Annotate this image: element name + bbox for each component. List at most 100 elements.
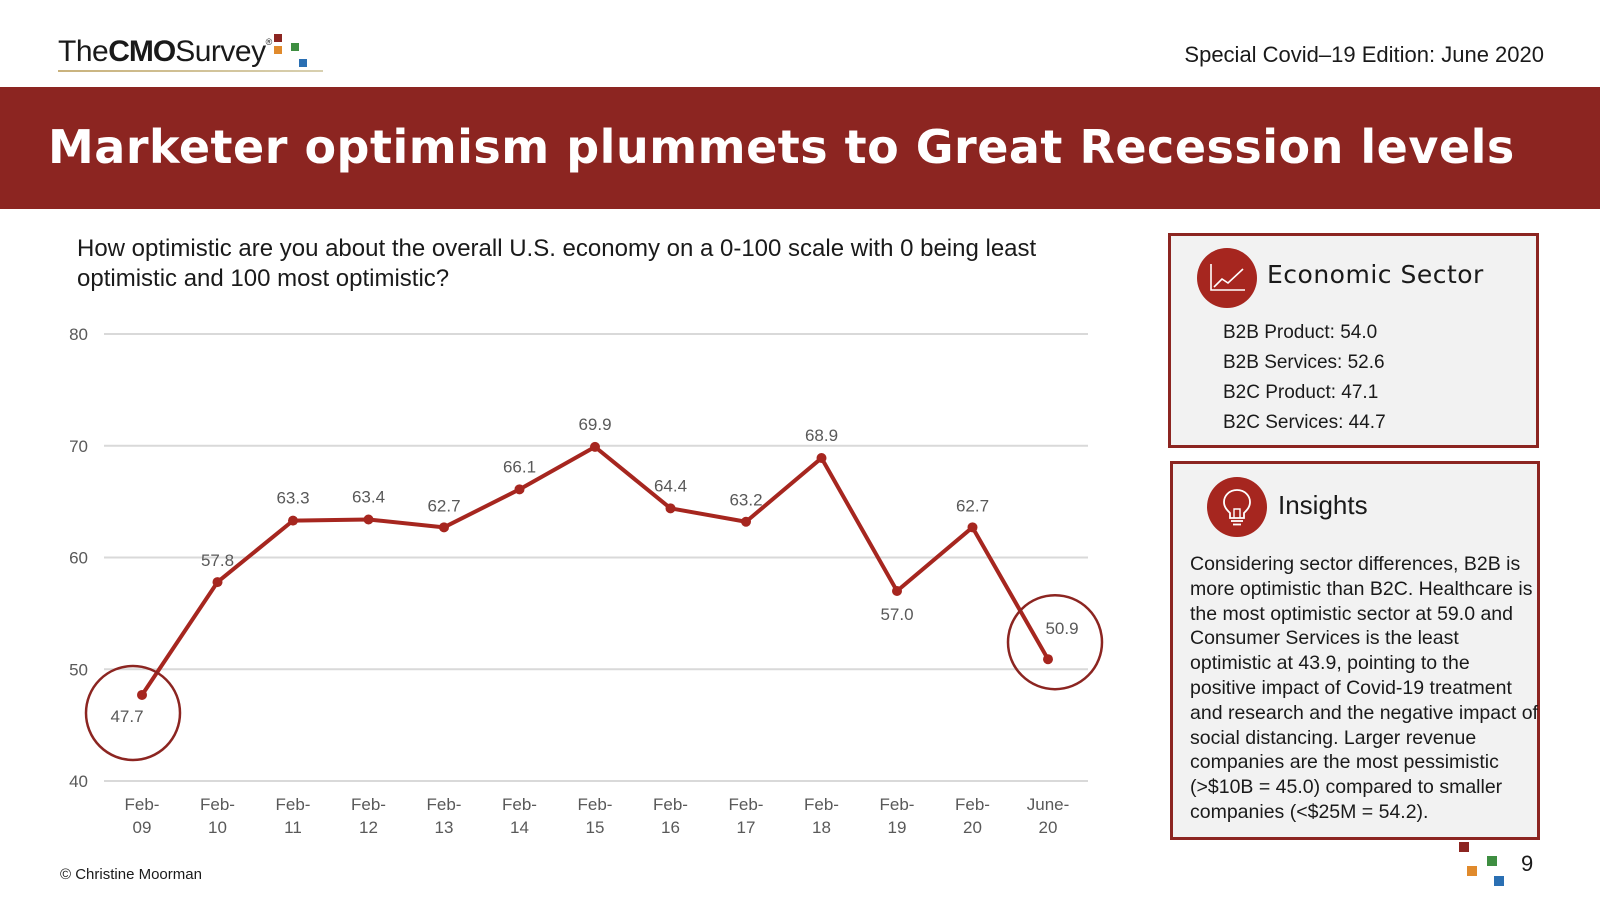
economic-sector-heading: Economic Sector [1267, 260, 1484, 289]
cmo-survey-logo: TheCMOSurvey® [58, 32, 323, 76]
y-tick-label: 80 [69, 325, 88, 344]
footer-square-green [1487, 856, 1497, 866]
data-point [892, 586, 902, 597]
x-tick-label: Feb- [125, 795, 160, 814]
x-tick-label: 19 [888, 818, 907, 837]
logo-prefix: The [58, 35, 109, 68]
chart-series [137, 441, 1053, 700]
chart-x-axis: Feb- 09 Feb- 10 Feb- 11 Feb- 12 Feb- 13 Feb- 14 Feb-… [125, 795, 1070, 837]
y-tick-label: 60 [69, 549, 88, 568]
data-point [590, 441, 600, 452]
economic-sector-list: B2B Product: 54.0 B2B Services: 52.6 B2C… [1223, 318, 1386, 438]
data-label: 47.7 [110, 707, 143, 726]
lightbulb-icon [1207, 477, 1267, 537]
data-point [439, 522, 449, 533]
x-tick-label: Feb- [804, 795, 839, 814]
data-point [212, 577, 223, 588]
sector-item: B2B Product: 54.0 [1223, 322, 1378, 343]
title-banner [0, 87, 1600, 209]
x-tick-label: 09 [133, 818, 152, 837]
highlight-circle [84, 664, 182, 762]
logo-underline [58, 70, 323, 72]
chart-gridlines [104, 333, 1088, 782]
x-tick-label: Feb- [653, 795, 688, 814]
edition-label: Special Covid–19 Edition: June 2020 [1184, 42, 1544, 67]
x-tick-label: 12 [359, 818, 378, 837]
x-tick-label: Feb- [502, 795, 537, 814]
sector-item: B2C Services: 44.7 [1223, 412, 1386, 433]
footer-square-red [1459, 842, 1469, 852]
y-tick-label: 50 [69, 660, 88, 679]
data-label: 50.9 [1045, 619, 1078, 638]
data-point [363, 514, 374, 525]
x-tick-label: 16 [661, 818, 680, 837]
data-point [137, 689, 147, 700]
optimism-line-chart: 40 50 60 70 80 Feb- 09 Feb- 10 Feb- 11 Feb- 12 Feb- 1… [69, 325, 1104, 837]
data-label: 63.4 [352, 488, 385, 507]
logo-text: TheCMOSurvey® [58, 32, 272, 72]
logo-squares-icon [273, 32, 314, 76]
logo-square-blue [298, 59, 307, 67]
logo-square-red [273, 34, 282, 42]
data-label: 57.8 [201, 551, 234, 570]
survey-question: How optimistic are you about the overall… [77, 235, 1037, 292]
data-label: 69.9 [578, 415, 611, 434]
sector-item: B2B Services: 52.6 [1223, 352, 1385, 373]
page-title: Marketer optimism plummets to Great Rece… [48, 120, 1515, 174]
x-tick-label: 13 [435, 818, 454, 837]
x-tick-label: Feb- [427, 795, 462, 814]
data-label: 63.2 [729, 491, 762, 510]
data-point [967, 522, 978, 533]
footer-square-blue [1494, 876, 1504, 886]
x-tick-label: 10 [208, 818, 227, 837]
data-label: 62.7 [956, 496, 989, 515]
highlight-circle [1006, 593, 1104, 691]
chart-data-labels: 47.7 57.8 63.3 63.4 62.7 66.1 69.9 64.4 63.2 68.9… [110, 415, 1078, 726]
logo-registered: ® [265, 37, 273, 47]
data-point [288, 515, 298, 526]
x-tick-label: 20 [963, 818, 982, 837]
x-tick-label: 18 [812, 818, 831, 837]
data-label: 68.9 [805, 426, 838, 445]
insights-panel: Insights Considering sector differences,… [1170, 461, 1540, 840]
x-tick-label: Feb- [200, 795, 235, 814]
footer-squares-icon [1459, 842, 1504, 888]
x-tick-label: Feb- [880, 795, 915, 814]
data-label: 62.7 [427, 496, 460, 515]
data-label: 64.4 [654, 476, 687, 495]
x-tick-label: 14 [510, 818, 529, 837]
x-tick-label: 20 [1039, 818, 1058, 837]
logo-suffix: Survey [175, 35, 266, 68]
chart-y-axis: 40 50 60 70 80 [69, 325, 88, 791]
economic-sector-panel: Economic Sector B2B Product: 54.0 B2B Se… [1168, 233, 1539, 448]
optimism-series-line [140, 444, 1050, 697]
data-point [1043, 654, 1053, 665]
data-point [816, 453, 827, 464]
footer-square-orange [1467, 866, 1477, 876]
x-tick-label: 17 [737, 818, 756, 837]
x-tick-label: Feb- [276, 795, 311, 814]
copyright: © Christine Moorman [60, 866, 202, 883]
data-label: 57.0 [880, 605, 913, 624]
sector-item: B2C Product: 47.1 [1223, 382, 1379, 403]
insights-text: Considering sector differences, B2B is m… [1190, 553, 1538, 823]
x-tick-label: Feb- [729, 795, 764, 814]
data-point [514, 484, 525, 495]
chart-highlights [84, 593, 1104, 762]
x-tick-label: Feb- [351, 795, 386, 814]
line-chart-icon [1197, 248, 1257, 308]
x-tick-label: 15 [586, 818, 605, 837]
y-tick-label: 70 [69, 437, 88, 456]
insights-heading: Insights [1278, 490, 1368, 520]
x-tick-label: 11 [284, 818, 302, 837]
data-point [741, 516, 751, 527]
logo-square-orange [273, 46, 282, 54]
x-tick-label: June- [1027, 795, 1070, 814]
logo-square-green [290, 43, 299, 51]
y-tick-label: 40 [69, 772, 88, 791]
logo-brand: CMO [108, 35, 176, 68]
data-label: 63.3 [276, 489, 309, 508]
x-tick-label: Feb- [955, 795, 990, 814]
page-number: 9 [1521, 851, 1534, 876]
